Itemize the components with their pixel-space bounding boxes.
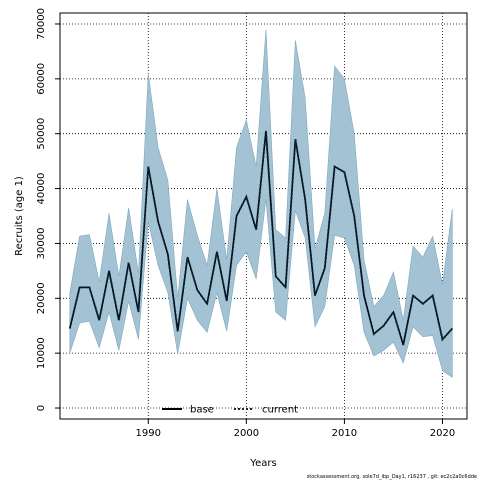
y-tick-label: 50000 bbox=[36, 118, 47, 150]
y-tick-label: 70000 bbox=[36, 8, 47, 40]
x-tick-label: 1990 bbox=[136, 428, 161, 439]
y-tick-label: 20000 bbox=[36, 282, 47, 314]
footer-note: stockassessment.org, sole7d_ibp_Day1, r1… bbox=[307, 474, 477, 480]
legend: base current bbox=[162, 405, 298, 416]
x-axis-label: Years bbox=[249, 458, 276, 469]
y-tick-label: 60000 bbox=[36, 63, 47, 95]
confidence-band-area bbox=[69, 29, 453, 378]
x-axis: 1990 2000 2010 2020 bbox=[136, 419, 455, 439]
confidence-band bbox=[69, 29, 453, 378]
legend-label-base: base bbox=[190, 405, 214, 416]
legend-label-current: current bbox=[262, 405, 298, 416]
x-tick-label: 2000 bbox=[234, 428, 259, 439]
y-tick-label: 30000 bbox=[36, 228, 47, 260]
y-axis-label: Recruits (age 1) bbox=[14, 176, 25, 256]
y-tick-label: 40000 bbox=[36, 173, 47, 205]
y-tick-label: 10000 bbox=[36, 337, 47, 369]
y-axis: 0 10000 20000 30000 40000 50000 60000 70000 bbox=[36, 8, 60, 411]
x-tick-label: 2020 bbox=[430, 428, 455, 439]
plot-frame bbox=[59, 12, 468, 420]
y-tick-label: 0 bbox=[36, 405, 47, 411]
series-line-current bbox=[68, 130, 454, 346]
series-lines bbox=[68, 130, 454, 346]
x-tick-label: 2010 bbox=[332, 428, 357, 439]
